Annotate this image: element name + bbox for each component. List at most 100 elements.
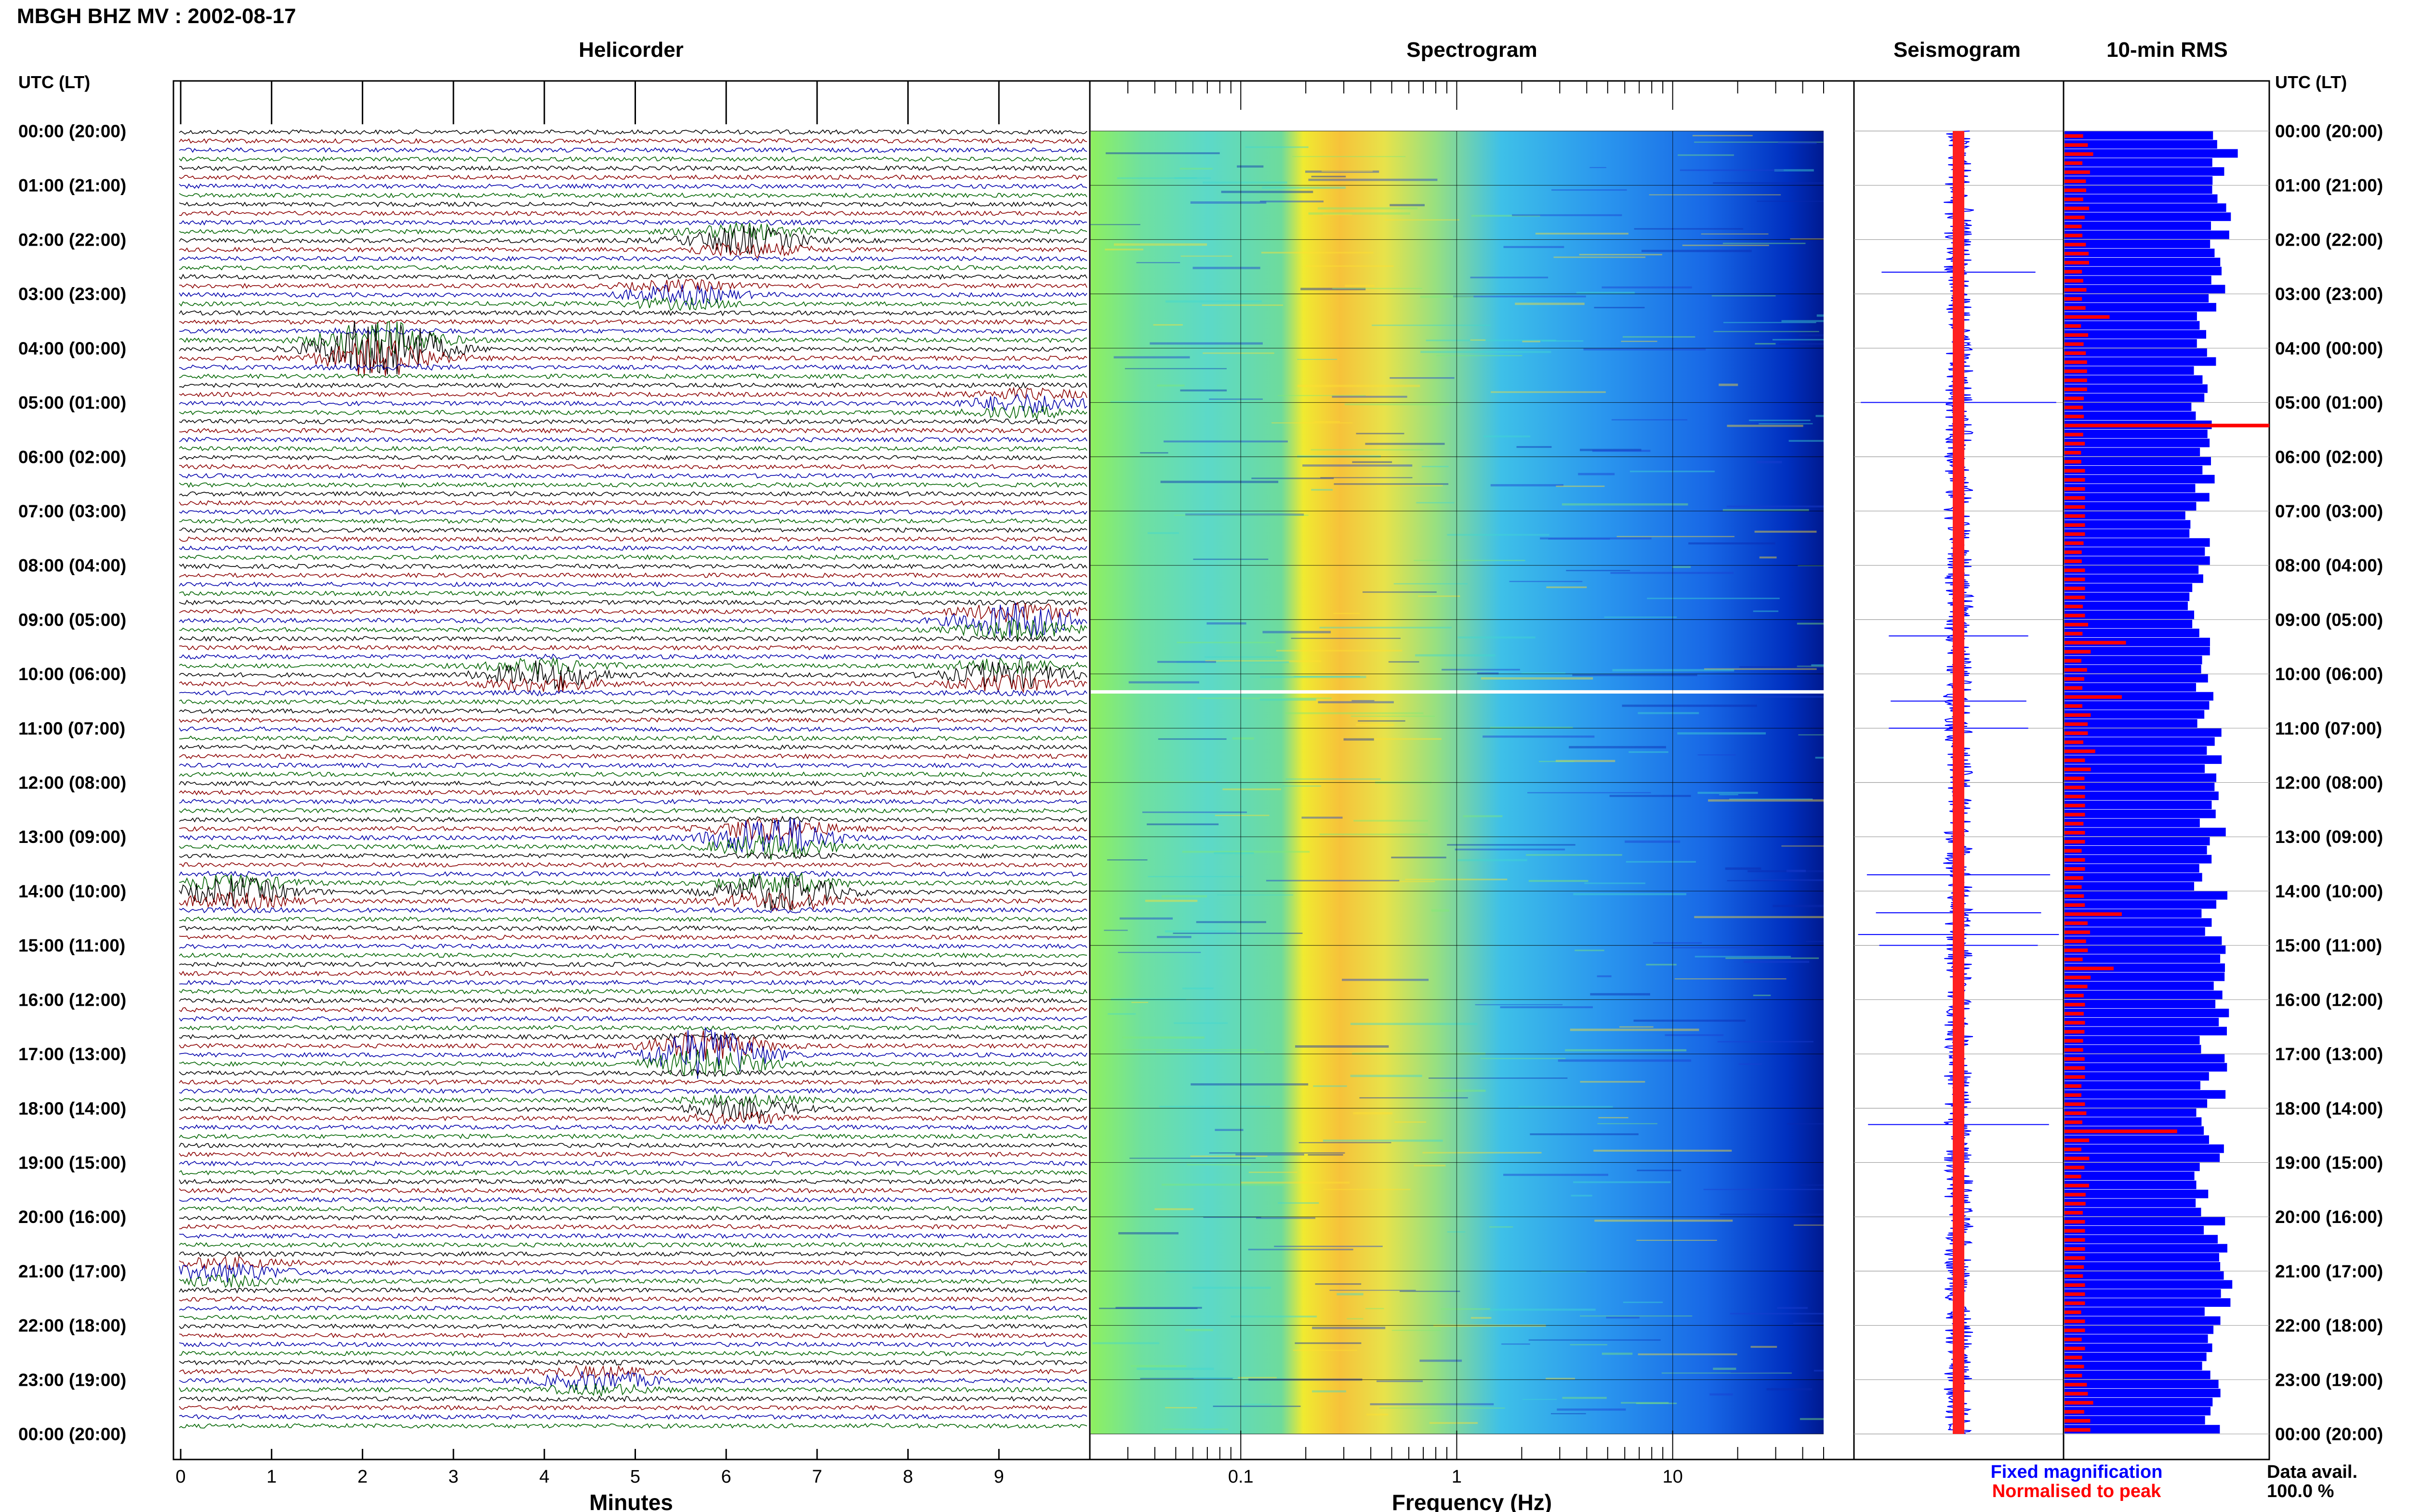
- spectrogram-stripe: [1597, 975, 1612, 977]
- right-time-label: 12:00 (08:00): [2275, 773, 2383, 793]
- spectrogram-stripe: [1105, 152, 1220, 155]
- spectrogram-stripe: [1602, 286, 1692, 289]
- spectrogram-x-tick-label: 1: [1452, 1467, 1462, 1487]
- helicorder-trace: [179, 386, 1087, 401]
- spectrogram-stripe: [1580, 1081, 1645, 1083]
- spectrogram-stripe: [1788, 440, 1824, 442]
- rms-fixed-bar: [2065, 592, 2190, 601]
- spectrogram-stripe: [1800, 1184, 1824, 1186]
- helicorder-trace: [179, 1423, 1087, 1429]
- helicorder-trace: [179, 1287, 1087, 1294]
- rms-fixed-bar: [2065, 1198, 2196, 1208]
- helicorder-trace: [179, 373, 1087, 380]
- helicorder-trace: [179, 961, 1087, 968]
- helicorder-trace: [179, 1262, 1087, 1283]
- spectrogram-stripe: [1799, 334, 1824, 337]
- spectrogram-stripe: [1353, 820, 1428, 822]
- right-time-label: 13:00 (09:00): [2275, 827, 2383, 847]
- spectrogram-stripe: [1158, 738, 1227, 740]
- left-time-label: 21:00 (17:00): [18, 1262, 126, 1281]
- rms-fixed-bar: [2065, 429, 2208, 438]
- rms-normalised-bar: [2065, 704, 2083, 708]
- spectrogram-stripe: [1778, 142, 1817, 144]
- spectrogram-stripe: [1623, 1302, 1663, 1303]
- rms-normalised-bar: [2065, 975, 2091, 980]
- spectrogram-stripe: [1366, 1413, 1389, 1416]
- helicorder-trace: [179, 381, 1087, 389]
- helicorder-trace: [179, 310, 1087, 316]
- spectrogram-stripe: [1105, 249, 1144, 250]
- rms-normalised-bar: [2065, 460, 2081, 464]
- rms-normalised-bar: [2065, 1193, 2086, 1196]
- spectrogram-stripe: [1385, 219, 1459, 221]
- spectrogram-stripe: [1503, 246, 1564, 248]
- rms-title: 10-min RMS: [2106, 38, 2228, 62]
- rms-normalised-bar: [2065, 1283, 2085, 1287]
- rms-fixed-bar: [2065, 629, 2199, 637]
- spectrogram-stripe: [1222, 788, 1282, 790]
- spectrogram-stripe: [1157, 936, 1191, 938]
- helicorder-trace: [179, 1365, 1087, 1379]
- rms-fixed-bar: [2065, 203, 2226, 212]
- rms-fixed-bar: [2065, 1325, 2214, 1334]
- spectrogram-stripe: [1342, 978, 1429, 981]
- spectrogram-stripe: [1305, 171, 1379, 173]
- rms-fixed-bar: [2065, 257, 2221, 266]
- rms-normalised-bar: [2065, 1111, 2087, 1115]
- spectrogram-stripe: [1470, 276, 1549, 278]
- rms-fixed-bar: [2065, 167, 2224, 176]
- helicorder-trace: [179, 1093, 1087, 1108]
- rms-normalised-bar: [2065, 423, 2269, 428]
- spectrogram-stripe: [1674, 978, 1787, 980]
- helicorder-trace: [179, 862, 1087, 868]
- rms-normalised-bar: [2065, 270, 2082, 274]
- helicorder-trace: [179, 482, 1087, 488]
- rms-fixed-bar: [2065, 131, 2213, 140]
- spectrogram-stripe: [1455, 848, 1565, 851]
- rms-normalised-bar: [2065, 315, 2110, 319]
- rms-fixed-bar: [2065, 818, 2200, 828]
- rms-fixed-bar: [2065, 710, 2205, 719]
- rms-fixed-bar: [2065, 1108, 2197, 1117]
- left-time-label: 11:00 (07:00): [18, 719, 125, 738]
- spectrogram-stripe: [1320, 477, 1413, 478]
- rms-normalised-bar: [2065, 641, 2126, 645]
- left-time-label: 14:00 (10:00): [18, 881, 126, 901]
- rms-fixed-bar: [2065, 493, 2210, 502]
- spectrogram-stripe: [1192, 266, 1260, 269]
- rms-normalised-bar: [2065, 1093, 2081, 1097]
- rms-fixed-bar: [2065, 348, 2207, 357]
- helicorder-trace: [179, 780, 1087, 787]
- helicorder-trace: [179, 660, 1087, 690]
- spectrogram-stripe: [1638, 712, 1699, 714]
- spectrogram-stripe: [1142, 811, 1247, 813]
- spectrogram-stripe: [1297, 359, 1337, 360]
- spectrogram-stripe: [1147, 823, 1219, 826]
- helicorder-trace: [179, 892, 1087, 912]
- spectrogram-stripe: [1295, 1342, 1362, 1344]
- spectrogram-stripe: [1590, 993, 1650, 996]
- helicorder-trace: [179, 338, 1087, 376]
- spectrogram-stripe: [1584, 882, 1646, 884]
- rms-fixed-bar: [2065, 366, 2194, 375]
- spectrogram-stripe: [1633, 1019, 1746, 1022]
- helicorder-trace: [179, 726, 1087, 733]
- spectrogram-stripe: [1697, 754, 1736, 756]
- helicorder-trace: [179, 618, 1087, 640]
- spectrogram-stripe: [1756, 460, 1782, 463]
- rms-normalised-bar: [2065, 559, 2082, 563]
- spectrogram-stripe: [1305, 265, 1394, 267]
- helicorder-trace: [179, 599, 1087, 606]
- spectrogram-stripe: [1314, 421, 1340, 422]
- helicorder-trace: [179, 1143, 1087, 1149]
- spectrogram-stripe: [1731, 1371, 1780, 1373]
- helicorder-trace: [179, 1323, 1087, 1329]
- spectrogram-stripe: [1390, 377, 1455, 379]
- spectrogram-stripe: [1377, 1380, 1423, 1382]
- spectrogram-stripe: [1310, 449, 1424, 451]
- helicorder-trace: [179, 870, 1087, 878]
- rms-normalised-bar: [2065, 541, 2084, 545]
- rms-normalised-bar: [2065, 1039, 2083, 1043]
- spectrogram-stripe: [1193, 1377, 1234, 1379]
- rms-fixed-bar: [2065, 683, 2197, 692]
